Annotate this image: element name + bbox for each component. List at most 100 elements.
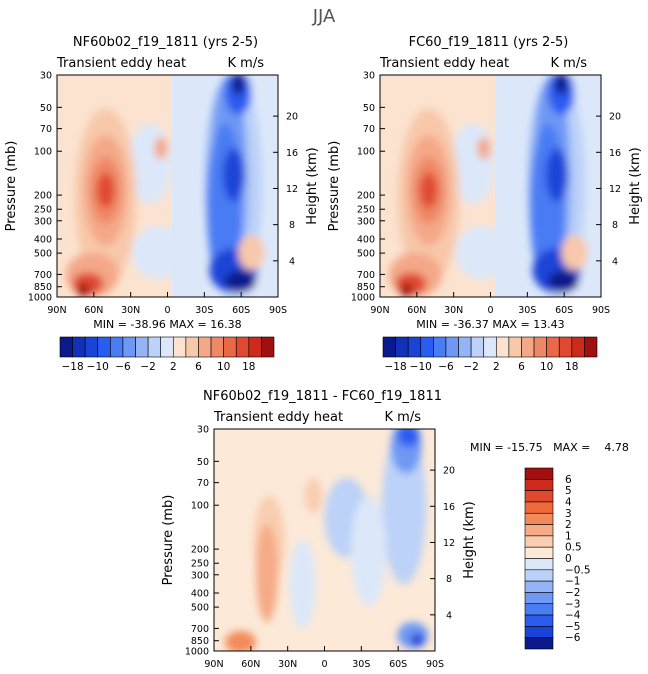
colorbar-label: 6 — [565, 474, 572, 486]
colorbar-label: 10 — [540, 361, 553, 373]
colorbar-swatch — [524, 558, 554, 571]
y2-tick-label: 12 — [286, 184, 298, 195]
y-tick-label: 30 — [40, 71, 52, 82]
contour-region — [561, 234, 588, 271]
colorbar-swatch — [524, 603, 554, 616]
y2-axis-label: Height (km) — [628, 147, 643, 224]
contour-region — [255, 524, 279, 623]
colorbar-swatch — [524, 614, 554, 627]
contour-region — [96, 172, 115, 209]
y-tick-label: 250 — [191, 559, 209, 570]
colorbar-swatch — [458, 336, 472, 358]
colorbar-label: −6 — [565, 632, 581, 644]
y-tick-label: 30 — [197, 425, 209, 436]
colorbar-label: −2 — [140, 361, 155, 373]
colorbar-swatch — [433, 336, 447, 358]
colorbar-swatch — [395, 336, 409, 358]
x-tick-label: 30S — [195, 305, 213, 316]
contour-region — [132, 225, 186, 280]
colorbar-swatch — [495, 336, 510, 358]
y-tick-label: 70 — [40, 124, 52, 135]
y2-axis-label: Height (km) — [462, 501, 477, 578]
panel-title: FC60_f19_1811 (yrs 2-5) — [409, 35, 569, 50]
variable-label: Transient eddy heat — [56, 56, 186, 71]
contour-region — [554, 75, 568, 95]
contour-region — [455, 225, 509, 280]
colorbar-label: 2 — [565, 519, 572, 531]
colorbar-label: 1 — [565, 530, 572, 542]
contour-region — [410, 633, 424, 647]
y2-tick-label: 16 — [286, 148, 298, 159]
colorbar-swatch — [135, 336, 149, 358]
colorbar-label: 5 — [565, 485, 572, 497]
colorbar-swatch — [147, 336, 162, 358]
y-tick-label: 250 — [357, 205, 375, 216]
panel-title: NF60b02_f19_1811 - FC60_f19_1811 — [203, 389, 442, 404]
x-tick-label: 60S — [555, 305, 573, 316]
y-tick-label: 500 — [34, 249, 52, 260]
y-tick-label: 50 — [197, 457, 209, 468]
x-tick-label: 60S — [389, 659, 407, 670]
colorbar-horizontal-2: −18 −10 −6 −2 2 6 10 18 — [382, 336, 598, 373]
contour-region — [289, 540, 316, 629]
y-tick-label: 70 — [197, 478, 209, 489]
y2-tick-label: 20 — [609, 112, 621, 123]
colorbar-swatch — [172, 336, 187, 358]
y-tick-label: 70 — [363, 124, 375, 135]
units-label: K m/s — [228, 56, 265, 71]
y2-tick-label: 4 — [446, 610, 452, 621]
colorbar-swatch — [483, 336, 497, 358]
contour-region — [399, 283, 414, 297]
colorbar-swatch — [524, 592, 554, 605]
y2-tick-label: 8 — [446, 574, 452, 585]
x-tick-label: 0 — [487, 305, 493, 316]
colorbar-swatch — [584, 336, 598, 358]
units-label: K m/s — [385, 410, 422, 425]
x-tick-label: 30N — [121, 305, 140, 316]
colorbar-label: −6 — [115, 361, 131, 373]
colorbar-swatch — [72, 336, 86, 358]
y2-tick-label: 8 — [612, 220, 618, 231]
colorbar-swatch — [198, 336, 212, 358]
colorbar-label: −1 — [565, 576, 580, 588]
colorbar-swatch — [84, 336, 99, 358]
contour-region — [397, 429, 420, 447]
min-max-stats: MIN = -38.96 MAX = 16.38 — [93, 318, 241, 331]
colorbar-swatch — [110, 336, 124, 358]
contour-region — [477, 137, 491, 160]
colorbar-label: 6 — [518, 361, 525, 373]
y-tick-label: 850 — [357, 282, 375, 293]
colorbar-label: −0.5 — [565, 564, 591, 576]
y-tick-label: 50 — [40, 103, 52, 114]
colorbar-swatch — [97, 336, 111, 358]
colorbar-swatch — [470, 336, 485, 358]
y-tick-label: 400 — [34, 234, 52, 245]
colorbar-swatch — [160, 336, 174, 358]
colorbar-swatch — [261, 336, 275, 358]
contour-region — [351, 495, 387, 607]
colorbar-label: 6 — [195, 361, 202, 373]
y-tick-label: 100 — [191, 501, 209, 512]
x-tick-label: 90S — [426, 659, 444, 670]
variable-label: Transient eddy heat — [213, 410, 343, 425]
x-tick-label: 60N — [241, 659, 260, 670]
colorbar-horizontal-1: −18 −10 −6 −2 2 6 10 18 — [59, 336, 275, 373]
y-tick-label: 300 — [191, 570, 209, 581]
colorbar-label: −2 — [565, 587, 580, 599]
heatmap-panel-2: FC60_f19_1811 (yrs 2-5) Transient eddy he… — [327, 35, 643, 331]
colorbar-swatch — [571, 336, 585, 358]
colorbar-swatch — [524, 569, 554, 582]
colorbar-label: 3 — [565, 508, 572, 520]
x-tick-label: 30S — [352, 659, 370, 670]
colorbar-swatch — [210, 336, 224, 358]
colorbar-swatch — [558, 336, 573, 358]
colorbar-label: −6 — [438, 361, 454, 373]
y-tick-label: 700 — [34, 270, 52, 281]
y-tick-label: 850 — [191, 636, 209, 647]
y-tick-label: 50 — [363, 103, 375, 114]
y-tick-label: 400 — [357, 234, 375, 245]
y-tick-label: 850 — [34, 282, 52, 293]
contour-field — [380, 75, 601, 297]
contour-region — [390, 429, 422, 474]
